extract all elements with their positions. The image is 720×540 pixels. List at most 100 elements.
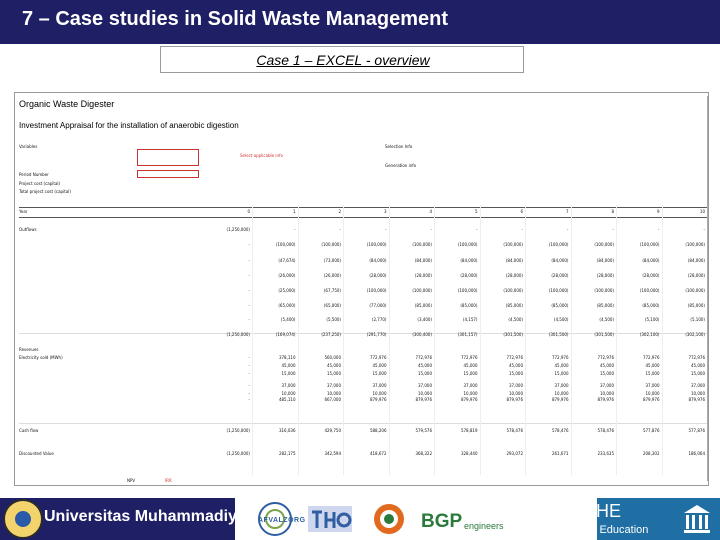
- table-cell: 10,000: [463, 391, 478, 396]
- table-cell: 37,000: [554, 383, 569, 388]
- label-period-number: Period Number: [19, 172, 49, 177]
- period-input-box[interactable]: [137, 170, 199, 178]
- table-cell: 45,000: [600, 363, 614, 368]
- table-cell: (100,000): [503, 242, 523, 247]
- table-cell: 879,976: [642, 397, 660, 402]
- table-cell: 45,000: [372, 363, 387, 368]
- year-header: 0: [247, 209, 250, 214]
- unesco-temple-icon: [684, 505, 710, 533]
- table-cell: (100,000): [275, 242, 296, 247]
- label-generation-info: Generation info: [385, 163, 417, 168]
- table-cell: (85,000): [687, 303, 705, 308]
- table-cell: (5,100): [690, 317, 705, 322]
- table-cell: (100,000): [321, 242, 341, 247]
- table-cell: 233,635: [597, 451, 614, 456]
- table-cell: (84,000): [687, 258, 705, 263]
- table-cell: (100,000): [457, 242, 478, 247]
- table-cell: (301,500): [548, 332, 569, 337]
- table-cell: (5,400): [280, 317, 296, 322]
- table-cell: (84,000): [505, 258, 523, 263]
- column-gridline: [661, 205, 663, 475]
- table-cell: 45,000: [554, 363, 569, 368]
- table-cell: (28,000): [505, 273, 523, 278]
- spreadsheet-image: Organic Waste Digester Investment Apprai…: [14, 92, 709, 486]
- university-name: Universitas Muhammadiyah Malang: [44, 508, 316, 525]
- year-header: 5: [474, 209, 478, 214]
- year-header-line-bottom: [19, 217, 707, 218]
- year-header: 4: [429, 209, 432, 214]
- table-cell: (28,000): [551, 273, 569, 278]
- table-cell: 15,000: [463, 371, 478, 376]
- table-cell: 37,000: [691, 383, 705, 388]
- table-cell: 560,000: [324, 355, 341, 360]
- table-cell: (85,000): [414, 303, 432, 308]
- table-cell: 879,976: [688, 397, 705, 402]
- table-cell: 368,322: [415, 451, 432, 456]
- irr-label: IRR: [165, 478, 172, 483]
- table-cell: (100,000): [548, 242, 569, 247]
- table-cell: 15,000: [600, 371, 614, 376]
- table-cell: 45,000: [509, 363, 523, 368]
- sheet-heading: Organic Waste Digester: [19, 99, 115, 109]
- column-gridline: [434, 205, 435, 475]
- label-revenues: Revenues: [19, 347, 39, 352]
- table-cell: (100,000): [412, 288, 432, 293]
- label-outflows: Outflows: [19, 227, 37, 232]
- table-cell: (65,000): [323, 303, 341, 308]
- table-cell: (100,000): [685, 242, 705, 247]
- table-cell: (85,000): [460, 303, 478, 308]
- table-cell: (5,500): [326, 317, 341, 322]
- slide-title: 7 – Case studies in Solid Waste Manageme…: [22, 8, 449, 30]
- table-cell: 578,476: [506, 428, 523, 433]
- table-cell: 772,976: [506, 355, 523, 360]
- year-header: 1: [292, 209, 296, 214]
- table-cell: 772,976: [415, 355, 432, 360]
- column-gridline: [479, 205, 481, 475]
- table-cell: (1,250,000): [226, 227, 250, 232]
- table-cell: -: [339, 227, 341, 232]
- table-cell: 577,876: [642, 428, 660, 433]
- table-cell: (28,000): [596, 273, 614, 278]
- table-cell: (1,250,000): [226, 451, 250, 456]
- table-cell: (100,000): [457, 288, 478, 293]
- table-cell: 772,976: [369, 355, 387, 360]
- table-cell: 37,000: [418, 383, 432, 388]
- table-cell: (84,000): [369, 258, 387, 263]
- table-cell: (100,000): [412, 242, 432, 247]
- column-gridline: [616, 205, 617, 475]
- table-cell: (301,157): [457, 332, 478, 337]
- table-cell: (25,000): [278, 288, 296, 293]
- table-cell: 879,976: [506, 397, 523, 402]
- table-cell: 579,576: [415, 428, 432, 433]
- table-cell: (100,000): [366, 242, 387, 247]
- table-cell: 37,000: [463, 383, 478, 388]
- table-cell: (169,074): [275, 332, 296, 337]
- table-cell: 15,000: [327, 371, 341, 376]
- table-cell: (84,000): [642, 258, 660, 263]
- table-cell: (100,000): [366, 288, 387, 293]
- table-cell: (302,100): [685, 332, 705, 337]
- year-header: 6: [520, 209, 523, 214]
- year-header-line: [19, 207, 707, 208]
- year-header: 10: [699, 209, 705, 214]
- table-cell: -: [385, 227, 387, 232]
- table-cell: (28,000): [460, 273, 478, 278]
- selection-input-box[interactable]: [137, 149, 199, 166]
- table-cell: (100,000): [503, 288, 523, 293]
- table-cell: 577,876: [688, 428, 705, 433]
- table-cell: 45,000: [327, 363, 341, 368]
- table-cell: 10,000: [418, 391, 432, 396]
- slide-frame-line: [707, 96, 708, 481]
- partner-bgp: BGP: [421, 511, 463, 532]
- title-band: [0, 0, 720, 44]
- table-cell: 328,440: [460, 451, 478, 456]
- label-select-applicable: Select applicable info: [240, 153, 283, 158]
- column-gridline: [525, 205, 526, 475]
- year-header: 3: [383, 209, 387, 214]
- table-cell: 772,976: [460, 355, 478, 360]
- label-total-project-cost: Total project cost (capital): [19, 189, 71, 194]
- table-cell: -: [248, 288, 250, 293]
- table-cell: -: [248, 355, 250, 360]
- year-header: 8: [611, 209, 614, 214]
- tho-logo-icon: [308, 506, 352, 532]
